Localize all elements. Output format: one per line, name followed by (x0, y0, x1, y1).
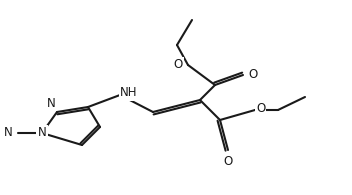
Text: NH: NH (120, 87, 138, 99)
Text: N: N (4, 127, 13, 139)
Text: N: N (38, 127, 46, 139)
Text: O: O (224, 155, 233, 168)
Text: O: O (248, 67, 257, 81)
Text: O: O (256, 102, 265, 114)
Text: O: O (174, 58, 183, 72)
Text: N: N (47, 97, 56, 110)
